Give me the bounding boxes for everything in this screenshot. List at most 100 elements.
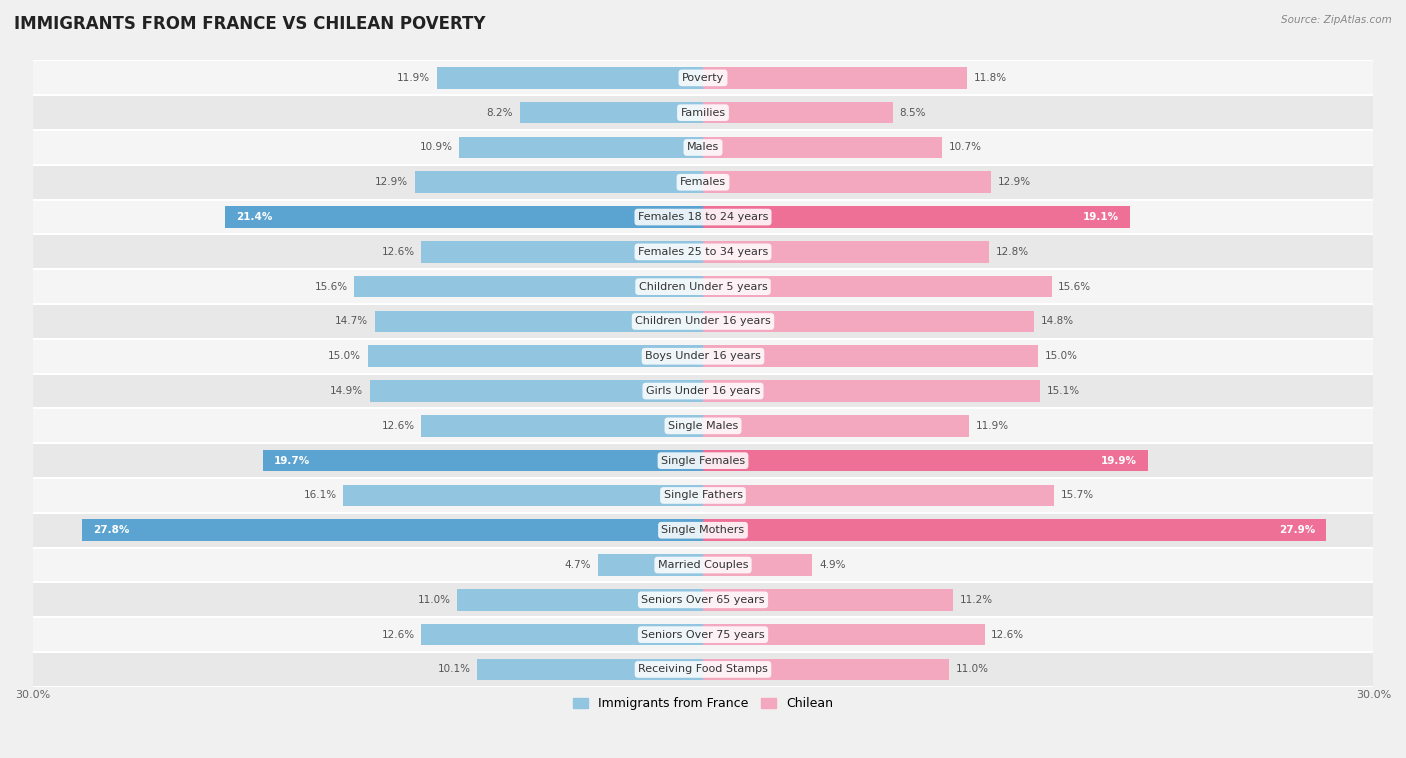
Text: Seniors Over 75 years: Seniors Over 75 years	[641, 630, 765, 640]
Bar	[703, 171, 991, 193]
Text: Boys Under 16 years: Boys Under 16 years	[645, 351, 761, 362]
Bar	[32, 339, 1374, 374]
Text: Single Males: Single Males	[668, 421, 738, 431]
Text: Married Couples: Married Couples	[658, 560, 748, 570]
Text: Children Under 5 years: Children Under 5 years	[638, 282, 768, 292]
Text: 14.8%: 14.8%	[1040, 316, 1074, 327]
Bar	[422, 241, 703, 263]
Text: 15.0%: 15.0%	[1045, 351, 1078, 362]
Text: 4.9%: 4.9%	[820, 560, 845, 570]
Text: 11.9%: 11.9%	[976, 421, 1008, 431]
Text: Girls Under 16 years: Girls Under 16 years	[645, 386, 761, 396]
Text: 12.8%: 12.8%	[995, 247, 1029, 257]
Text: 16.1%: 16.1%	[304, 490, 336, 500]
Bar	[32, 409, 1374, 443]
Text: 11.8%: 11.8%	[973, 73, 1007, 83]
Legend: Immigrants from France, Chilean: Immigrants from France, Chilean	[568, 692, 838, 715]
Text: 27.8%: 27.8%	[93, 525, 129, 535]
Text: 10.7%: 10.7%	[949, 143, 981, 152]
Text: 14.7%: 14.7%	[335, 316, 368, 327]
Bar	[343, 484, 703, 506]
Text: 12.6%: 12.6%	[381, 630, 415, 640]
Bar	[32, 304, 1374, 339]
Bar	[703, 206, 1130, 228]
Text: Single Females: Single Females	[661, 456, 745, 465]
Text: 11.0%: 11.0%	[418, 595, 450, 605]
Bar	[415, 171, 703, 193]
Bar	[32, 199, 1374, 234]
Bar	[263, 449, 703, 471]
Text: Single Fathers: Single Fathers	[664, 490, 742, 500]
Text: Families: Families	[681, 108, 725, 117]
Bar	[703, 519, 1326, 541]
Bar	[703, 449, 1147, 471]
Bar	[32, 165, 1374, 199]
Bar	[225, 206, 703, 228]
Bar	[32, 513, 1374, 547]
Bar	[370, 381, 703, 402]
Text: Females: Females	[681, 177, 725, 187]
Text: 19.1%: 19.1%	[1083, 212, 1119, 222]
Bar	[703, 102, 893, 124]
Bar	[374, 311, 703, 332]
Text: 15.7%: 15.7%	[1060, 490, 1094, 500]
Bar	[703, 276, 1052, 297]
Text: 19.9%: 19.9%	[1101, 456, 1136, 465]
Text: 10.1%: 10.1%	[437, 665, 471, 675]
Text: 15.6%: 15.6%	[1059, 282, 1091, 292]
Bar	[32, 96, 1374, 130]
Text: 19.7%: 19.7%	[274, 456, 311, 465]
Text: Females 25 to 34 years: Females 25 to 34 years	[638, 247, 768, 257]
Text: Source: ZipAtlas.com: Source: ZipAtlas.com	[1281, 15, 1392, 25]
Bar	[703, 67, 967, 89]
Text: 11.2%: 11.2%	[960, 595, 993, 605]
Bar	[703, 589, 953, 611]
Bar	[32, 61, 1374, 96]
Text: Males: Males	[688, 143, 718, 152]
Bar	[703, 136, 942, 158]
Bar	[703, 659, 949, 680]
Bar	[354, 276, 703, 297]
Bar	[32, 269, 1374, 304]
Bar	[703, 624, 984, 645]
Bar	[520, 102, 703, 124]
Text: 12.9%: 12.9%	[375, 177, 408, 187]
Text: Children Under 16 years: Children Under 16 years	[636, 316, 770, 327]
Bar	[32, 617, 1374, 652]
Bar	[703, 484, 1054, 506]
Bar	[598, 554, 703, 576]
Text: IMMIGRANTS FROM FRANCE VS CHILEAN POVERTY: IMMIGRANTS FROM FRANCE VS CHILEAN POVERT…	[14, 15, 485, 33]
Text: 12.6%: 12.6%	[381, 247, 415, 257]
Text: 15.0%: 15.0%	[328, 351, 361, 362]
Bar	[32, 478, 1374, 513]
Bar	[703, 415, 969, 437]
Bar	[32, 374, 1374, 409]
Text: Seniors Over 65 years: Seniors Over 65 years	[641, 595, 765, 605]
Bar	[32, 130, 1374, 165]
Text: 12.6%: 12.6%	[991, 630, 1025, 640]
Bar	[422, 415, 703, 437]
Bar	[32, 234, 1374, 269]
Bar	[703, 346, 1038, 367]
Text: 15.6%: 15.6%	[315, 282, 347, 292]
Text: Single Mothers: Single Mothers	[661, 525, 745, 535]
Text: Receiving Food Stamps: Receiving Food Stamps	[638, 665, 768, 675]
Bar	[703, 241, 988, 263]
Bar	[32, 547, 1374, 582]
Bar	[460, 136, 703, 158]
Bar	[477, 659, 703, 680]
Text: 12.6%: 12.6%	[381, 421, 415, 431]
Text: 11.0%: 11.0%	[956, 665, 988, 675]
Bar	[422, 624, 703, 645]
Bar	[703, 311, 1033, 332]
Bar	[32, 652, 1374, 687]
Text: 8.2%: 8.2%	[486, 108, 513, 117]
Text: Poverty: Poverty	[682, 73, 724, 83]
Text: 4.7%: 4.7%	[565, 560, 592, 570]
Bar	[32, 582, 1374, 617]
Text: Females 18 to 24 years: Females 18 to 24 years	[638, 212, 768, 222]
Text: 12.9%: 12.9%	[998, 177, 1031, 187]
Text: 27.9%: 27.9%	[1279, 525, 1315, 535]
Bar	[437, 67, 703, 89]
Bar	[82, 519, 703, 541]
